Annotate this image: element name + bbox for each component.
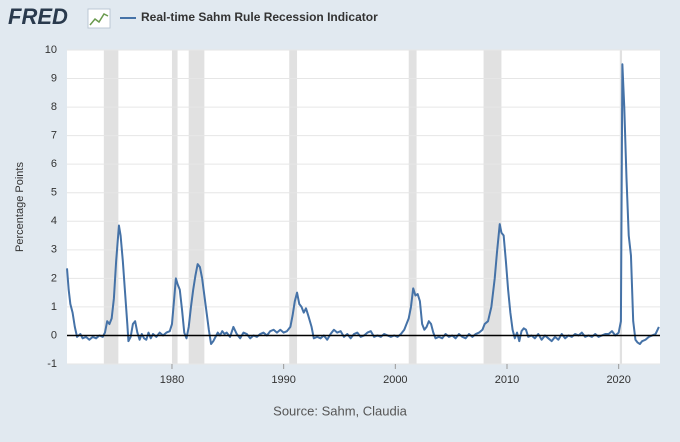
y-tick-label: 5: [51, 187, 57, 199]
recession-band: [408, 50, 417, 364]
y-tick-label: 7: [51, 130, 57, 142]
legend-label: Real-time Sahm Rule Recession Indicator: [141, 10, 378, 24]
x-tick-label: 2020: [606, 374, 630, 386]
y-tick-label: 10: [45, 44, 57, 56]
y-tick-label: 0: [51, 329, 57, 341]
recession-band: [483, 50, 502, 364]
y-tick-label: 6: [51, 158, 57, 170]
source: Source: Sahm, Claudia: [273, 403, 407, 418]
recession-band: [289, 50, 298, 364]
recession-band: [171, 50, 178, 364]
logo: FRED: [8, 4, 68, 29]
x-tick-label: 1980: [160, 374, 184, 386]
logo-icon: [87, 8, 111, 29]
y-tick-label: 2: [51, 272, 57, 284]
x-tick-label: 1990: [271, 374, 295, 386]
y-tick-label: 9: [51, 72, 57, 84]
plot-area: [67, 50, 660, 364]
x-tick-label: 2010: [495, 374, 519, 386]
y-tick-label: 4: [51, 215, 57, 227]
x-tick-label: 2000: [383, 374, 407, 386]
y-tick-label: 1: [51, 301, 57, 313]
y-axis-label: Percentage Points: [14, 162, 26, 252]
y-tick-label: 8: [51, 101, 57, 113]
y-tick-label: 3: [51, 244, 57, 256]
recession-band: [188, 50, 205, 364]
y-tick-label: -1: [47, 358, 57, 370]
